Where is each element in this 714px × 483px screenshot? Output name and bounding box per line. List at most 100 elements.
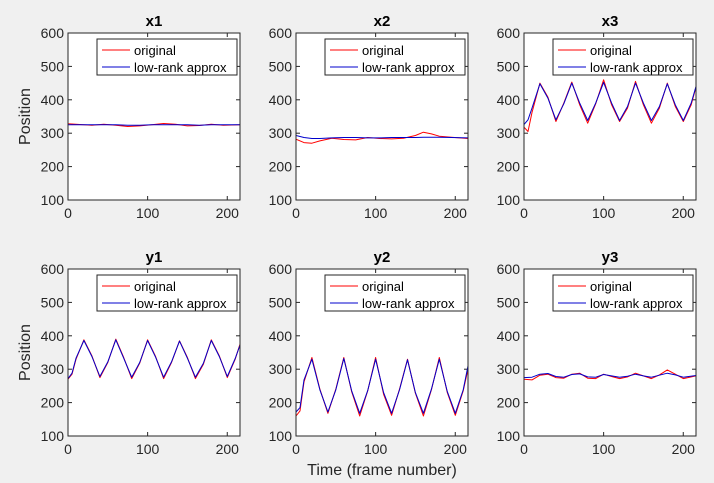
legend-box — [324, 274, 466, 312]
y-tick-label: 500 — [41, 294, 65, 310]
axes-box — [295, 32, 469, 201]
x-tick-label: 100 — [592, 205, 616, 221]
legend-box — [324, 38, 466, 76]
axes-box — [67, 268, 241, 437]
subplot-title: y2 — [374, 249, 391, 266]
y-tick-label: 600 — [497, 261, 521, 277]
y-tick-label: 200 — [269, 395, 293, 411]
x-tick-label: 200 — [444, 441, 468, 457]
x-tick-label: 100 — [136, 205, 160, 221]
legend: original low-rank approx — [96, 38, 238, 76]
series-line-low-rank-approx — [524, 372, 696, 379]
subplot-title: x3 — [602, 13, 619, 30]
x-tick-label: 200 — [672, 441, 696, 457]
legend-label: low-rank approx — [590, 296, 683, 311]
legend-label: low-rank approx — [362, 60, 455, 75]
y-tick-label: 200 — [497, 395, 521, 411]
legend-label: original — [134, 279, 176, 294]
x-tick-label: 200 — [216, 441, 240, 457]
y-tick-label: 100 — [41, 428, 65, 444]
legend-label: original — [134, 43, 176, 58]
x-tick-label: 100 — [364, 205, 388, 221]
y-tick-label: 200 — [41, 159, 65, 175]
legend-label: low-rank approx — [134, 296, 227, 311]
x-tick-label: 100 — [364, 441, 388, 457]
x-tick-label: 0 — [64, 441, 72, 457]
y-tick-label: 500 — [41, 58, 65, 74]
x-tick-label: 0 — [64, 205, 72, 221]
y-tick-label: 300 — [41, 125, 65, 141]
series-line-low-rank-approx — [524, 81, 696, 125]
y-tick-label: 300 — [497, 361, 521, 377]
axes-box — [67, 32, 241, 201]
y-tick-label: 400 — [41, 92, 65, 108]
x-tick-label: 200 — [216, 205, 240, 221]
series-line-low-rank-approx — [68, 339, 240, 379]
y-tick-label: 200 — [41, 395, 65, 411]
y-tick-label: 200 — [497, 159, 521, 175]
y-tick-label: 100 — [269, 428, 293, 444]
y-tick-label: 100 — [497, 428, 521, 444]
figure-xlabel: Time (frame number) — [307, 462, 457, 479]
legend: original low-rank approx — [552, 38, 694, 76]
subplot-title: x2 — [374, 13, 391, 30]
legend-label: low-rank approx — [362, 296, 455, 311]
y-tick-label: 500 — [269, 294, 293, 310]
y-tick-label: 300 — [269, 125, 293, 141]
y-tick-label: 500 — [269, 58, 293, 74]
y-tick-label: 400 — [497, 328, 521, 344]
subplot-title: y1 — [146, 249, 163, 266]
y-tick-label: 600 — [269, 261, 293, 277]
series-line-low-rank-approx — [296, 135, 468, 139]
legend: original low-rank approx — [552, 274, 694, 312]
y-tick-label: 400 — [497, 92, 521, 108]
y-tick-label: 600 — [269, 25, 293, 41]
series-line-low-rank-approx — [296, 358, 468, 414]
legend-label: low-rank approx — [134, 60, 227, 75]
legend-label: original — [590, 279, 632, 294]
legend-box — [552, 38, 694, 76]
axes-box — [523, 32, 697, 201]
x-tick-label: 0 — [520, 441, 528, 457]
axes-box — [523, 268, 697, 437]
y-tick-label: 300 — [269, 361, 293, 377]
series-line-original — [296, 131, 468, 144]
y-axis-label: Position — [17, 324, 34, 381]
x-tick-label: 0 — [520, 205, 528, 221]
y-tick-label: 600 — [497, 25, 521, 41]
y-tick-label: 300 — [41, 361, 65, 377]
legend-label: low-rank approx — [590, 60, 683, 75]
y-tick-label: 400 — [269, 328, 293, 344]
legend-label: original — [362, 43, 404, 58]
y-tick-label: 300 — [497, 125, 521, 141]
legend: original low-rank approx — [324, 38, 466, 76]
legend-label: original — [362, 279, 404, 294]
legend: original low-rank approx — [324, 274, 466, 312]
x-tick-label: 100 — [592, 441, 616, 457]
y-tick-label: 600 — [41, 261, 65, 277]
y-tick-label: 100 — [41, 192, 65, 208]
axes-box — [295, 268, 469, 437]
subplot-title: x1 — [146, 13, 163, 30]
y-tick-label: 100 — [497, 192, 521, 208]
x-tick-label: 200 — [444, 205, 468, 221]
legend-label: original — [590, 43, 632, 58]
y-tick-label: 500 — [497, 294, 521, 310]
y-tick-label: 200 — [269, 159, 293, 175]
subplot-title: y3 — [602, 249, 619, 266]
x-tick-label: 100 — [136, 441, 160, 457]
legend-box — [552, 274, 694, 312]
x-tick-label: 0 — [292, 441, 300, 457]
legend-box — [96, 38, 238, 76]
x-tick-label: 200 — [672, 205, 696, 221]
y-axis-label: Position — [17, 88, 34, 145]
legend-box — [96, 274, 238, 312]
